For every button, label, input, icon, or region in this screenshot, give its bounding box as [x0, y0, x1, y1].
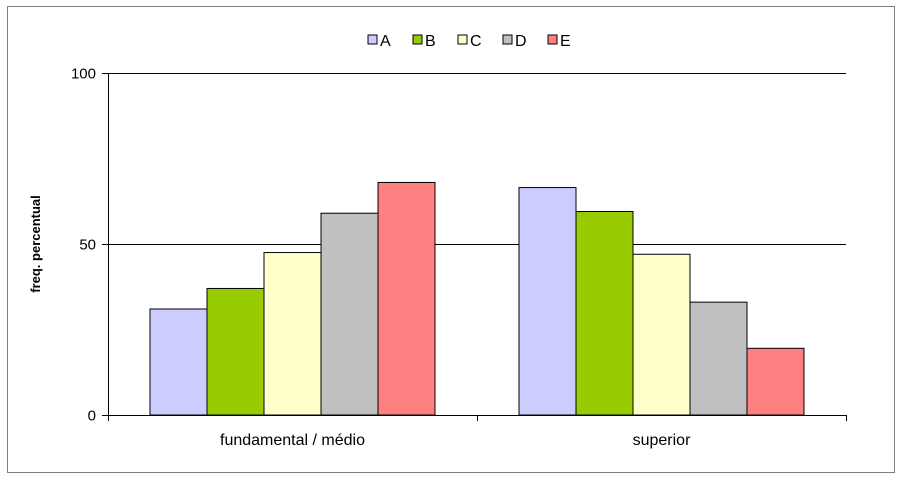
- legend-swatch-d: [502, 34, 513, 45]
- legend-label-e: E: [560, 33, 571, 50]
- y-tick-label: 100: [71, 66, 96, 83]
- legend-label-d: D: [515, 33, 527, 50]
- bar-c-2: [632, 253, 691, 416]
- legend: A B C D E: [367, 33, 571, 50]
- category-labels: fundamental / médio superior: [220, 432, 691, 449]
- bar-d-2: [689, 301, 748, 416]
- bar-a-2: [518, 187, 577, 416]
- x-category-label: fundamental / médio: [220, 432, 365, 449]
- legend-swatch-e: [547, 34, 558, 45]
- legend-swatch-c: [457, 34, 468, 45]
- legend-swatch-b: [412, 34, 423, 45]
- y-tick-label: 0: [88, 408, 96, 425]
- y-tick-label: 50: [79, 237, 96, 254]
- legend-label-a: A: [380, 33, 391, 50]
- x-category-label: superior: [633, 432, 691, 449]
- legend-swatch-a: [367, 34, 378, 45]
- y-axis-label: freq. percentual: [28, 195, 43, 293]
- bar-b-1: [206, 287, 265, 416]
- bar-a-1: [149, 308, 208, 416]
- legend-label-b: B: [425, 33, 436, 50]
- bar-d-1: [320, 212, 379, 416]
- bar-e-2: [746, 347, 805, 416]
- bar-e-1: [377, 181, 436, 416]
- legend-label-c: C: [470, 33, 482, 50]
- y-tick-labels: 0 50 100: [71, 66, 96, 425]
- bars: [149, 181, 805, 416]
- bar-c-1: [263, 252, 322, 416]
- axes: [102, 73, 847, 421]
- gridlines: [108, 73, 846, 245]
- bar-b-2: [575, 211, 634, 416]
